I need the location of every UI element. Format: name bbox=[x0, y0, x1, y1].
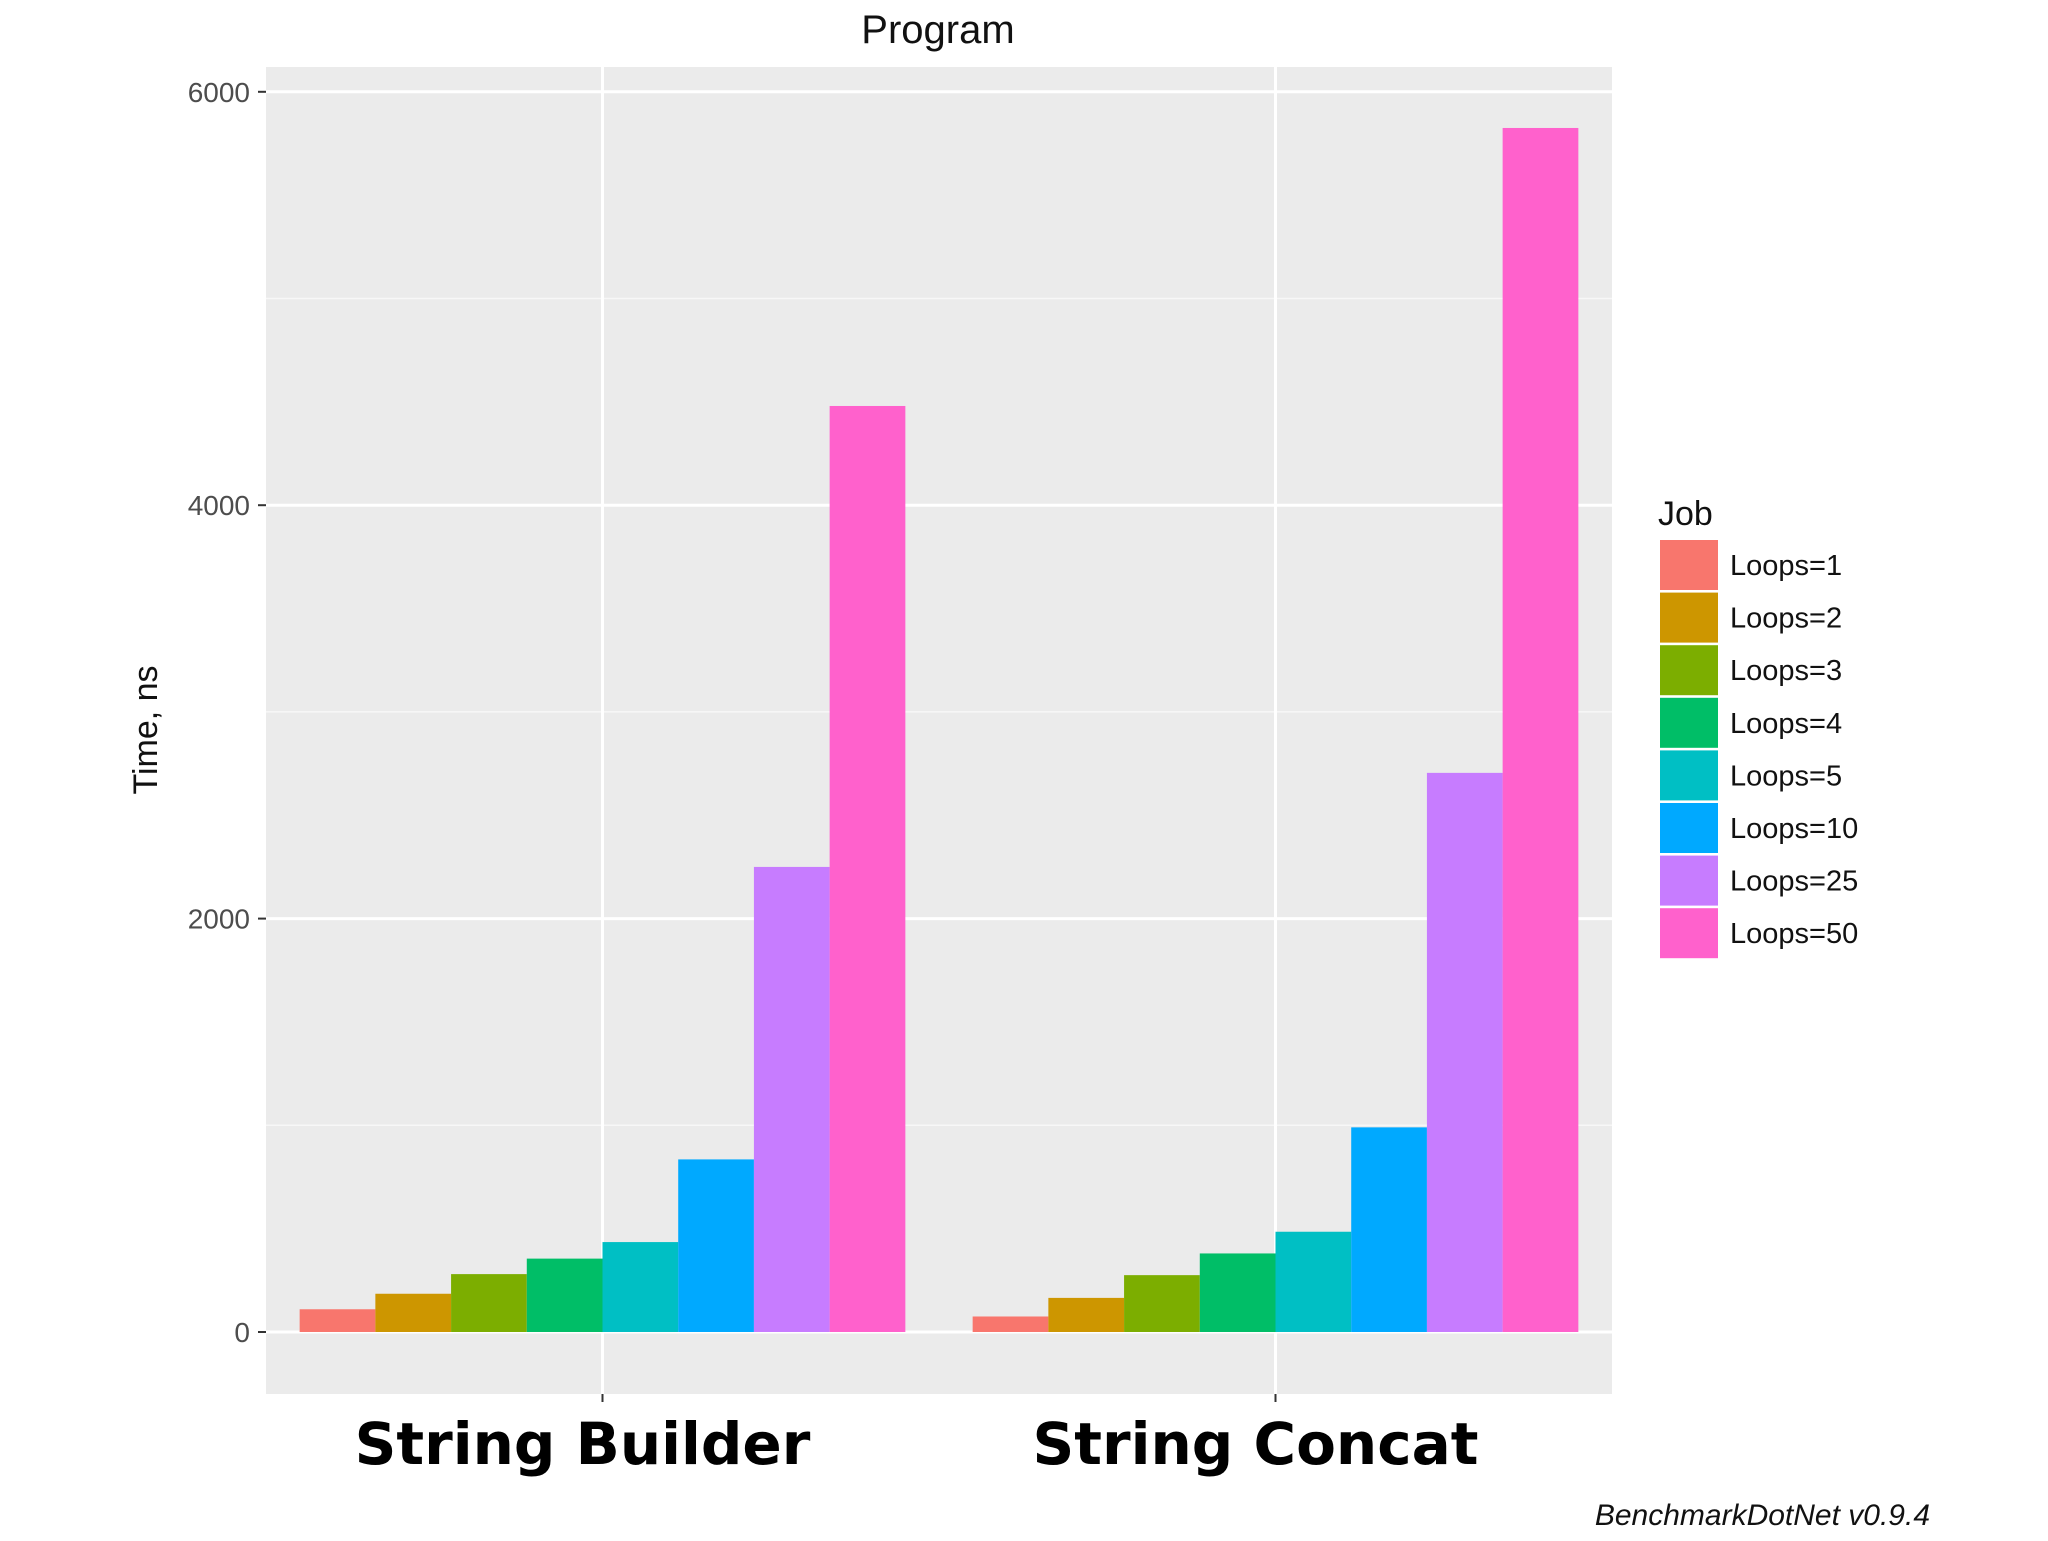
legend-label: Loops=2 bbox=[1730, 603, 1842, 635]
legend-label: Loops=50 bbox=[1730, 918, 1858, 950]
bar-loops-2-string-builder bbox=[375, 1293, 452, 1332]
bar-loops-10-string-builder bbox=[678, 1159, 754, 1332]
legend-key-loops-5 bbox=[1660, 750, 1718, 801]
chart-title: Program bbox=[861, 8, 1014, 52]
legend-label: Loops=3 bbox=[1730, 655, 1842, 687]
y-tick-label: 2000 bbox=[188, 904, 250, 935]
bar-loops-1-string-builder bbox=[299, 1309, 376, 1332]
bar-loops-5-string-builder bbox=[602, 1242, 679, 1332]
bar-loops-10-string-concat bbox=[1351, 1127, 1427, 1332]
bar-loops-3-string-concat bbox=[1124, 1275, 1200, 1332]
legend-key-loops-4 bbox=[1660, 697, 1718, 748]
legend-label: Loops=4 bbox=[1730, 708, 1842, 740]
legend-key-loops-25 bbox=[1660, 855, 1718, 906]
axes-group: 0 2000 4000 6000 String Builder String Concat bbox=[188, 77, 1479, 1478]
legend-key-loops-50 bbox=[1660, 908, 1718, 959]
bar-loops-50-string-concat bbox=[1502, 127, 1579, 1332]
x-category-label: String Builder bbox=[355, 1410, 811, 1478]
legend-key-loops-10 bbox=[1660, 803, 1718, 853]
bar-loops-1-string-concat bbox=[972, 1316, 1049, 1332]
bars-group bbox=[299, 127, 1579, 1332]
legend-title: Job bbox=[1658, 495, 1713, 533]
bar-loops-50-string-builder bbox=[829, 405, 906, 1332]
bar-loops-5-string-concat bbox=[1275, 1231, 1352, 1332]
legend-key-loops-3 bbox=[1660, 645, 1718, 696]
y-tick-label: 4000 bbox=[188, 490, 250, 521]
bar-loops-25-string-builder bbox=[753, 866, 830, 1332]
y-axis-title: Time, ns bbox=[127, 665, 165, 794]
bar-loops-25-string-concat bbox=[1426, 772, 1503, 1332]
y-tick-label: 0 bbox=[234, 1317, 250, 1348]
legend-label: Loops=1 bbox=[1730, 550, 1842, 582]
legend-label: Loops=5 bbox=[1730, 760, 1842, 792]
legend-key-loops-2 bbox=[1660, 592, 1718, 643]
legend: Loops=1 Loops=2 Loops=3 Loops=4 Loops=5 Loops… bbox=[1660, 540, 1858, 959]
plot-panel-group bbox=[266, 67, 1612, 1394]
legend-key-loops-1 bbox=[1660, 540, 1718, 590]
y-tick-label: 6000 bbox=[188, 77, 250, 108]
caption: BenchmarkDotNet v0.9.4 bbox=[1595, 1499, 1930, 1532]
bar-loops-4-string-builder bbox=[526, 1258, 603, 1332]
bar-loops-3-string-builder bbox=[451, 1274, 527, 1332]
x-category-label: String Concat bbox=[1033, 1410, 1479, 1478]
bar-loops-2-string-concat bbox=[1048, 1297, 1125, 1332]
legend-label: Loops=25 bbox=[1730, 866, 1858, 898]
legend-label: Loops=10 bbox=[1730, 813, 1858, 845]
bar-loops-4-string-concat bbox=[1199, 1253, 1276, 1332]
